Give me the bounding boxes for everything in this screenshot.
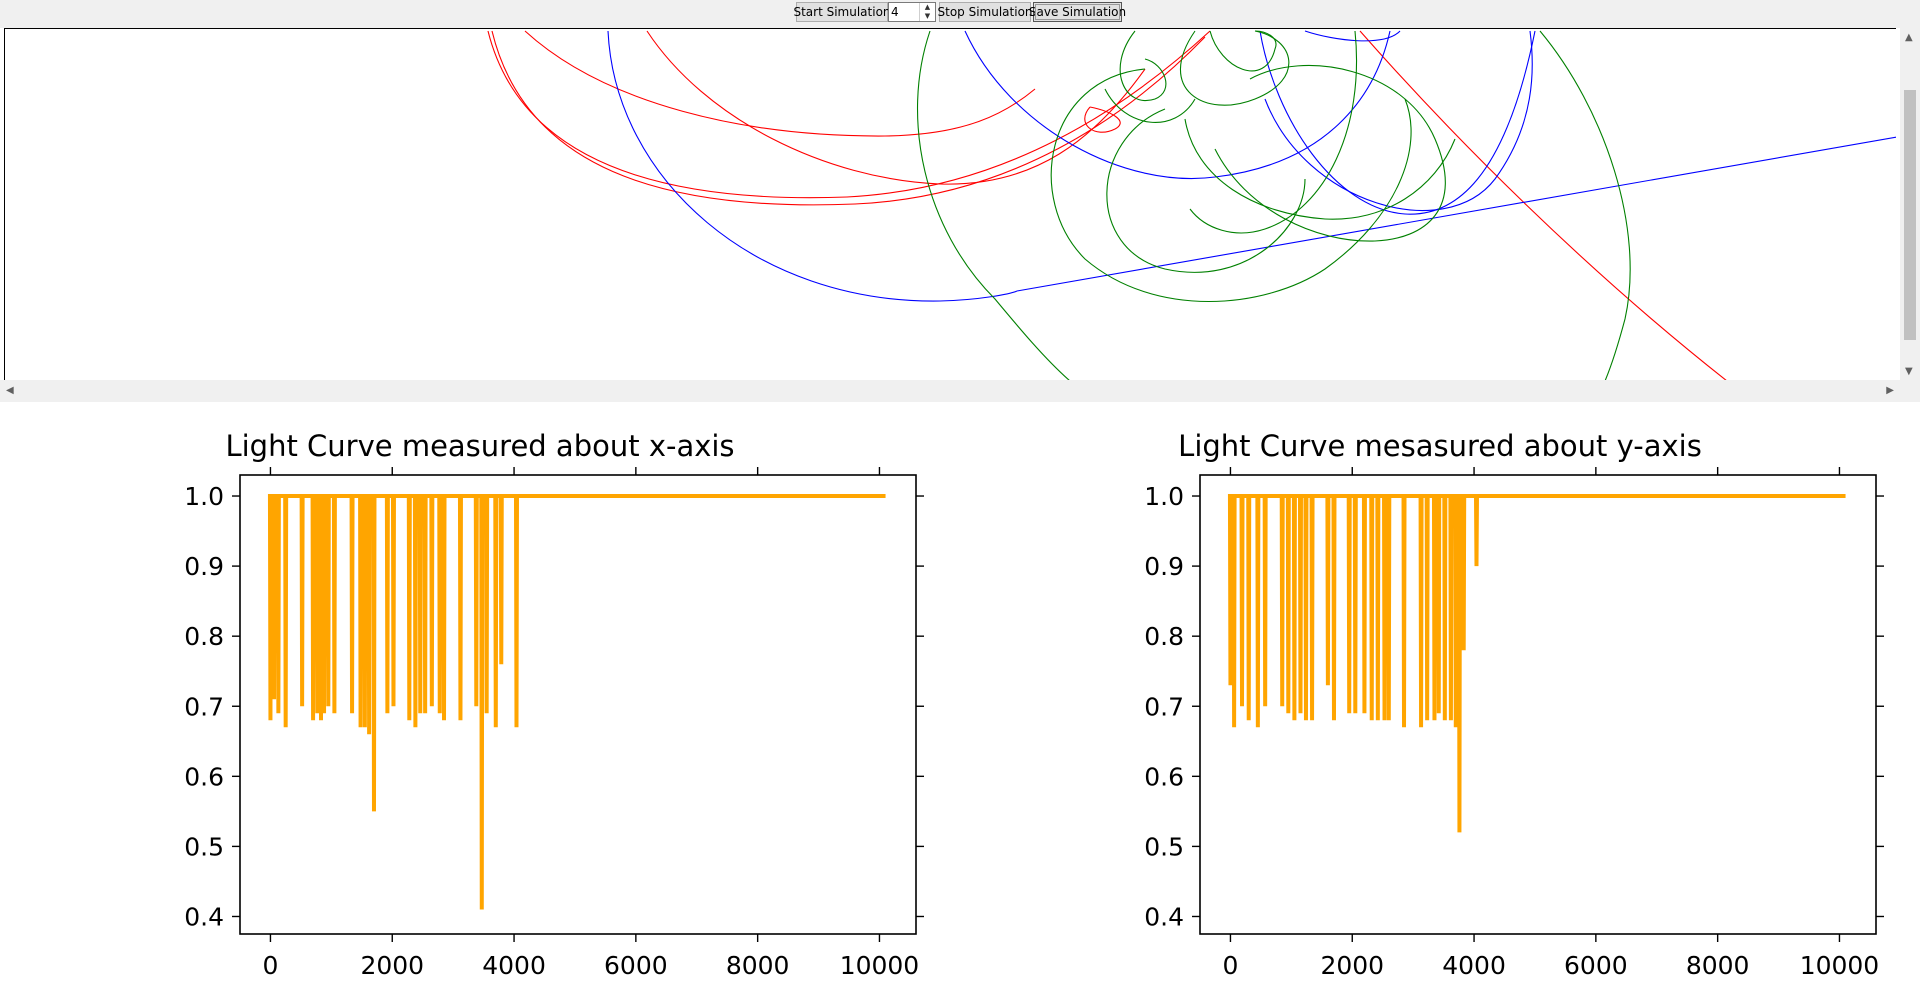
y-tick-label: 0.7 [1144,692,1184,721]
y-tick-label: 0.5 [184,832,224,861]
spin-arrows: ▲ ▼ [919,3,935,21]
orbit-path-green [1184,118,1456,220]
orbit-path-green [1119,30,1167,102]
right-arrow-icon[interactable]: ▶ [1886,385,1894,396]
orbit-path-green [1104,88,1196,123]
x-tick-label: 4000 [1442,951,1506,980]
light-curve-y-chart: Light Curve mesasured about y-axis 0 2000… [960,402,1920,1001]
x-tick-label: 0 [1222,951,1238,980]
horizontal-scrollbar[interactable]: ◀ ▶ [0,380,1920,402]
body-count-input[interactable] [891,4,919,20]
x-tick-label: 8000 [726,951,790,980]
orbit-path-blue [607,30,1018,302]
light-curve-series [1227,494,1846,833]
down-arrow-icon[interactable]: ▼ [924,12,931,20]
orbit-path-red [1084,106,1121,133]
axes-frame [1199,474,1877,935]
orbit-path-blue [1016,136,1896,292]
x-tick-label: 0 [262,951,278,980]
toolbar: Start Simulation ▲ ▼ Stop Simulation Sav… [0,0,1920,28]
orbit-path-red [491,30,1206,206]
start-simulation-button[interactable]: Start Simulation [793,2,891,22]
vertical-scroll-thumb[interactable] [1904,90,1916,340]
y-tick-label: 1.0 [184,482,224,511]
y-tick-label: 0.9 [1144,552,1184,581]
x-tick-label: 6000 [604,951,668,980]
orbit-path-green [1180,30,1290,106]
y-tick-label: 0.7 [184,692,224,721]
x-tick-label: 2000 [1320,951,1384,980]
left-arrow-icon[interactable]: ◀ [6,385,14,396]
light-curve-x-plot: 0 2000 4000 6000 8000 10000 0.4 0.5 0.6 0.7 0.8 0.9… [184,467,924,980]
orbit-path-red [646,30,1146,185]
save-simulation-button[interactable]: Save Simulation [1029,2,1126,22]
axes-frame [239,474,917,935]
x-tick-label: 6000 [1564,951,1628,980]
orbit-path-blue [1264,30,1533,211]
up-arrow-icon[interactable]: ▲ [1905,32,1913,43]
orbit-path-green [916,30,1070,380]
y-tick-label: 0.8 [1144,622,1184,651]
x-tick-label: 8000 [1686,951,1750,980]
simulation-canvas-area: ▲ ▼ [0,28,1920,380]
x-tick-label: 4000 [482,951,546,980]
stop-simulation-button[interactable]: Stop Simulation [938,2,1033,22]
orbit-path-green [1539,30,1631,380]
y-tick-label: 0.6 [184,762,224,791]
y-tick-label: 0.4 [184,902,224,931]
up-arrow-icon[interactable]: ▲ [924,3,931,11]
y-tick-label: 1.0 [1144,482,1184,511]
chart-title: Light Curve mesasured about y-axis [1178,429,1702,463]
body-count-spinbox[interactable]: ▲ ▼ [888,2,936,22]
orbit-path-green [1214,64,1446,242]
y-tick-label: 0.4 [1144,902,1184,931]
orbit-path-blue [1259,30,1536,215]
chart-title: Light Curve measured about x-axis [225,429,735,463]
y-tick-label: 0.9 [184,552,224,581]
y-tick-label: 0.8 [184,622,224,651]
orbit-path-red [1359,30,1727,380]
light-curve-series [267,494,886,910]
orbit-path-blue [964,30,1391,179]
orbit-path-blue [1304,30,1401,42]
orbit-path-green [1050,68,1412,302]
down-arrow-icon[interactable]: ▼ [1905,366,1913,377]
orbit-path-green [1209,30,1277,72]
x-tick-label: 10000 [1800,951,1880,980]
orbit-path-green [1189,30,1358,234]
light-curve-x-chart: Light Curve measured about x-axis 0 2000 4… [0,402,960,1001]
orbit-path-red [487,30,1211,199]
vertical-scrollbar[interactable]: ▲ ▼ [1900,28,1920,380]
orbit-drawing [487,30,1896,380]
orbit-canvas[interactable] [4,28,1896,380]
light-curve-y-plot: 0 2000 4000 6000 8000 10000 0.4 0.5 0.6 0.7 0.8 0.9… [1144,467,1884,980]
y-tick-label: 0.6 [1144,762,1184,791]
x-tick-label: 2000 [360,951,424,980]
y-tick-label: 0.5 [1144,832,1184,861]
orbit-path-green [1106,108,1306,273]
x-tick-label: 10000 [840,951,920,980]
orbit-path-red [524,30,1036,137]
